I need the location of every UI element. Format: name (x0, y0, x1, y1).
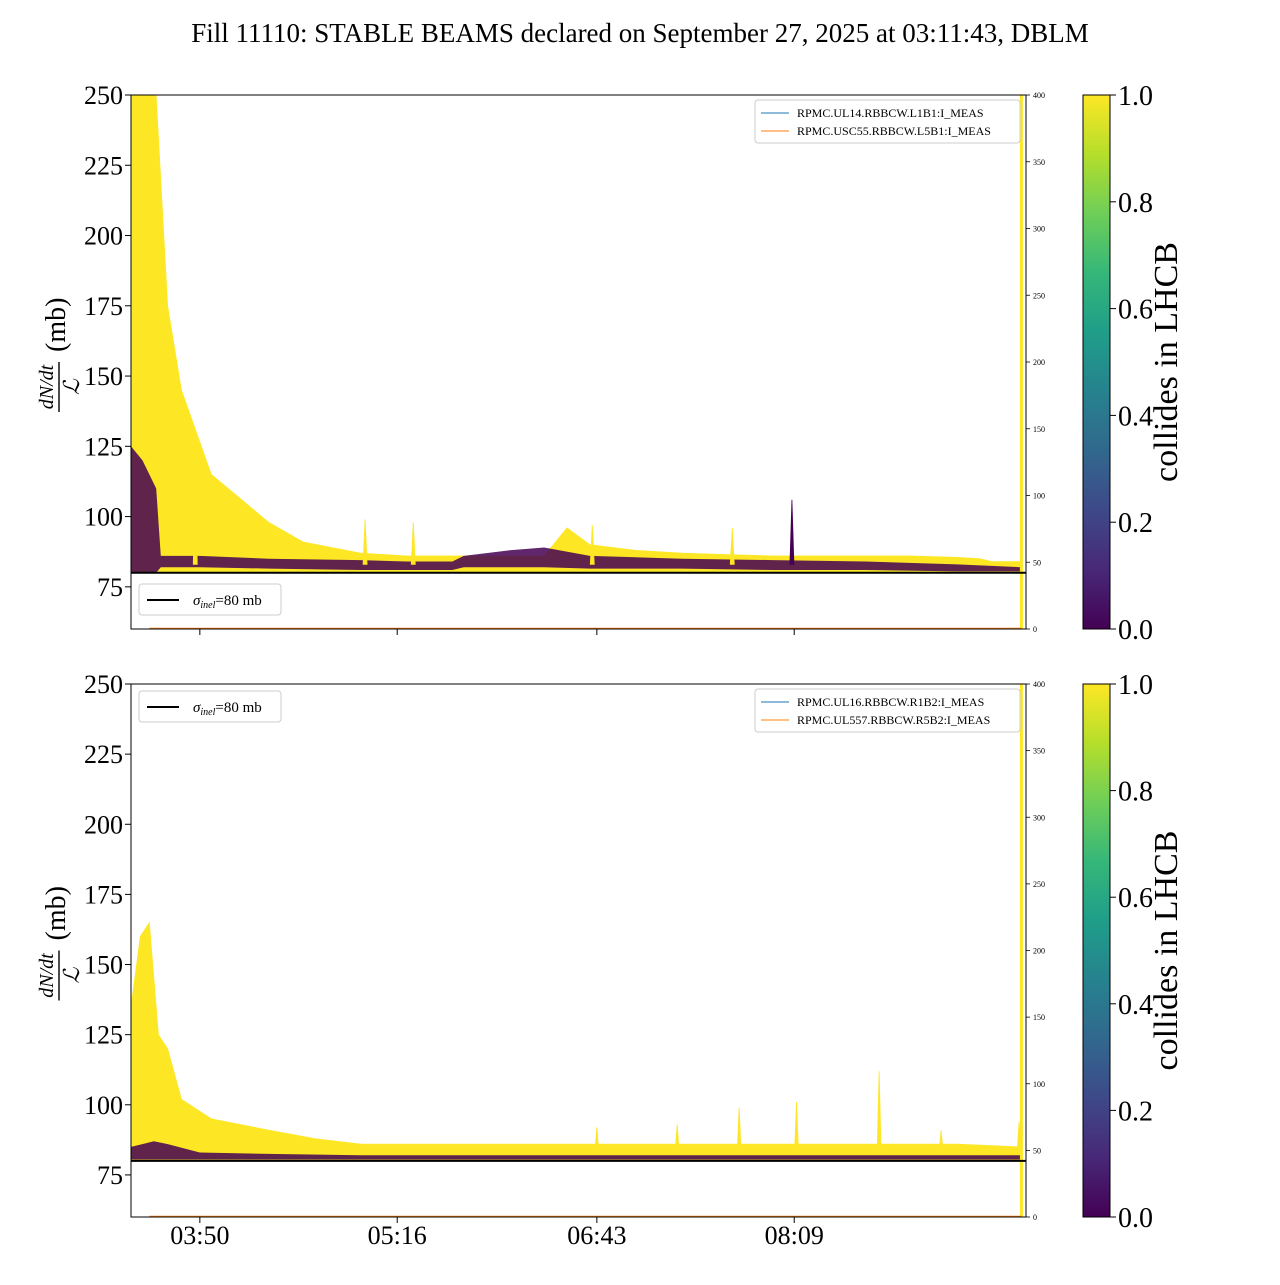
y-tick-label: 200 (84, 222, 123, 251)
panel-bottom: 75 100 125 150 175 200 225 250 0 50 100 150 200 250 30… (36, 670, 1045, 1250)
y2-tick-label: 400 (1033, 91, 1045, 100)
spike (789, 499, 795, 565)
y2-tick-label: 300 (1033, 225, 1045, 234)
colorbar-label: collides in LHCB (1148, 831, 1185, 1071)
y2-tick-label: 100 (1033, 492, 1045, 501)
colorbar-label: collides in LHCB (1148, 242, 1185, 482)
colorbar-tick-label: 0.6 (1118, 295, 1153, 326)
noncolliding-band (131, 1141, 1022, 1160)
series-legend-label: RPMC.UL16.RBBCW.R1B2:I_MEAS (797, 695, 984, 709)
y-tick-label: 125 (84, 1021, 123, 1050)
y-tick-label: 225 (84, 151, 123, 180)
colorbar-tick-label: 1.0 (1118, 670, 1153, 701)
y2-tick-label: 400 (1033, 680, 1045, 689)
y2-tick-label: 350 (1033, 747, 1045, 756)
spike (736, 1107, 742, 1153)
colorbar-bottom: 0.0 0.2 0.4 0.6 0.8 1.0 collides in LHCB (1082, 670, 1185, 1234)
colorbar-tick-label: 0.4 (1118, 990, 1153, 1021)
colorbar-tick-label: 0.0 (1118, 1203, 1153, 1234)
sigma-legend-box (138, 583, 282, 616)
series-legend-box (754, 99, 1021, 144)
colliding-band (130, 921, 1022, 1162)
y2-tick-label: 200 (1033, 947, 1045, 956)
spike (192, 482, 198, 565)
figure-title: Fill 11110: STABLE BEAMS declared on Sep… (191, 18, 1089, 48)
y-label-numerator: dN/dt (36, 953, 58, 998)
y-tick-label: 75 (97, 573, 123, 602)
y2-tick-label: 200 (1033, 358, 1045, 367)
y2-tick-label: 50 (1033, 558, 1041, 567)
y-tick-label: 150 (84, 951, 123, 980)
y-tick-label: 125 (84, 432, 123, 461)
y2-tick-label: 150 (1033, 1013, 1045, 1022)
series-legend-box (754, 688, 1021, 733)
colorbar-gradient (1082, 683, 1111, 1218)
spike (938, 1130, 944, 1153)
colorbar-tick-label: 0.6 (1118, 883, 1153, 914)
y-tick-label: 175 (84, 880, 123, 909)
series-legend-label: RPMC.USC55.RBBCW.L5B1:I_MEAS (797, 124, 991, 138)
spike (410, 522, 416, 565)
y-label-unit: (mb) (41, 298, 72, 352)
x-tick-label: 08:09 (765, 1221, 824, 1250)
sigma-legend-box (138, 690, 282, 723)
colliding-band (130, 94, 1022, 574)
sigma-legend-label: σinel=80 mb (193, 700, 262, 718)
noncolliding-band (131, 446, 1022, 573)
spike (876, 1071, 882, 1153)
colorbar-tick-label: 0.8 (1118, 777, 1153, 808)
colorbar-tick-label: 0.2 (1118, 1096, 1153, 1127)
spike (594, 1127, 600, 1153)
panel-top: 75 100 125 150 175 200 225 250 0 50 100 150 200 250 30… (36, 81, 1045, 635)
y-tick-label: 100 (84, 1091, 123, 1120)
y2-tick-label: 0 (1033, 625, 1037, 634)
colorbar-tick-label: 1.0 (1118, 81, 1153, 112)
y2-tick-label: 150 (1033, 425, 1045, 434)
y-tick-label: 75 (97, 1161, 123, 1190)
y-label-denominator: ℒ (59, 966, 84, 983)
colorbar-tick-label: 0.0 (1118, 615, 1153, 646)
y-axis-label: dN/dt ℒ (mb) (36, 298, 84, 412)
y2-tick-label: 350 (1033, 158, 1045, 167)
y-tick-label: 175 (84, 292, 123, 321)
spike (362, 519, 368, 565)
y2-tick-label: 300 (1033, 813, 1045, 822)
y2-tick-label: 100 (1033, 1080, 1045, 1089)
colorbar-tick-label: 0.8 (1118, 188, 1153, 219)
spike (794, 1101, 799, 1153)
y-label-unit: (mb) (41, 886, 72, 940)
spike (729, 527, 735, 565)
sigma-legend-label: σinel=80 mb (193, 593, 262, 611)
series-legend-label: RPMC.UL14.RBBCW.L1B1:I_MEAS (797, 106, 984, 120)
y-tick-label: 200 (84, 810, 123, 839)
y-tick-label: 225 (84, 740, 123, 769)
x-tick-label: 03:50 (170, 1221, 229, 1250)
spike (589, 524, 595, 565)
y2-tick-label: 0 (1033, 1213, 1037, 1222)
x-tick-label: 05:16 (368, 1221, 427, 1250)
y-tick-label: 100 (84, 503, 123, 532)
y2-tick-label: 250 (1033, 880, 1045, 889)
y-axis-label: dN/dt ℒ (mb) (36, 886, 84, 1001)
colorbar-tick-label: 0.2 (1118, 508, 1153, 539)
y2-tick-label: 50 (1033, 1146, 1041, 1155)
y2-tick-label: 250 (1033, 291, 1045, 300)
y-tick-label: 250 (84, 81, 123, 110)
y-tick-label: 250 (84, 670, 123, 699)
spike (674, 1124, 680, 1153)
colorbar-top: 0.0 0.2 0.4 0.6 0.8 1.0 collides in LHCB (1082, 81, 1185, 646)
colorbar-tick-label: 0.4 (1118, 401, 1153, 432)
colorbar-gradient (1082, 94, 1111, 630)
series-legend-label: RPMC.UL557.RBBCW.R5B2:I_MEAS (797, 713, 990, 727)
y-tick-label: 150 (84, 362, 123, 391)
y-label-numerator: dN/dt (36, 364, 58, 409)
y-label-denominator: ℒ (59, 378, 84, 395)
x-tick-label: 06:43 (567, 1221, 626, 1250)
